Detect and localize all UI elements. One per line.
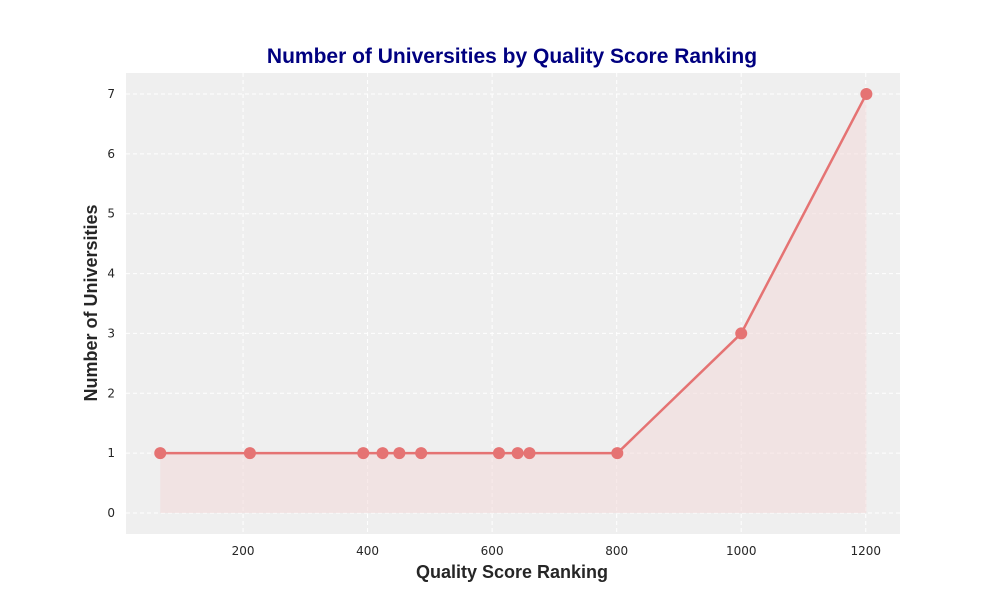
y-tick-label: 1	[107, 446, 115, 460]
chart-title: Number of Universities by Quality Score …	[267, 45, 757, 68]
x-tick-label: 600	[481, 544, 504, 558]
x-tick-labels: 200 400 600 800 1000 1200	[232, 544, 881, 558]
y-axis-label: Number of Universities	[81, 204, 101, 401]
y-tick-label: 4	[107, 267, 115, 281]
y-tick-label: 3	[107, 326, 115, 340]
data-point	[376, 447, 389, 460]
data-point	[735, 327, 748, 340]
data-point	[243, 447, 256, 460]
data-point	[393, 447, 406, 460]
x-tick-label: 400	[356, 544, 379, 558]
data-point	[523, 447, 536, 460]
data-point	[611, 447, 624, 460]
y-tick-label: 7	[107, 87, 115, 101]
data-points	[154, 87, 873, 460]
series-line	[160, 93, 868, 455]
y-tick-label: 0	[107, 506, 115, 520]
x-tick-label: 800	[605, 544, 628, 558]
x-tick-label: 1000	[726, 544, 757, 558]
x-axis-label: Quality Score Ranking	[416, 562, 608, 582]
data-point	[154, 447, 167, 460]
data-point	[511, 447, 524, 460]
x-tick-label: 200	[232, 544, 255, 558]
y-tick-label: 2	[107, 386, 115, 400]
y-tick-labels: 0 1 2 3 4 5 6 7	[107, 87, 115, 520]
data-point	[357, 447, 370, 460]
y-tick-label: 5	[107, 207, 115, 221]
x-tick-label: 1200	[850, 544, 881, 558]
data-point	[415, 447, 428, 460]
area-fill	[160, 93, 867, 514]
y-tick-label: 6	[107, 147, 115, 161]
data-point	[492, 447, 505, 460]
data-point	[860, 87, 873, 100]
